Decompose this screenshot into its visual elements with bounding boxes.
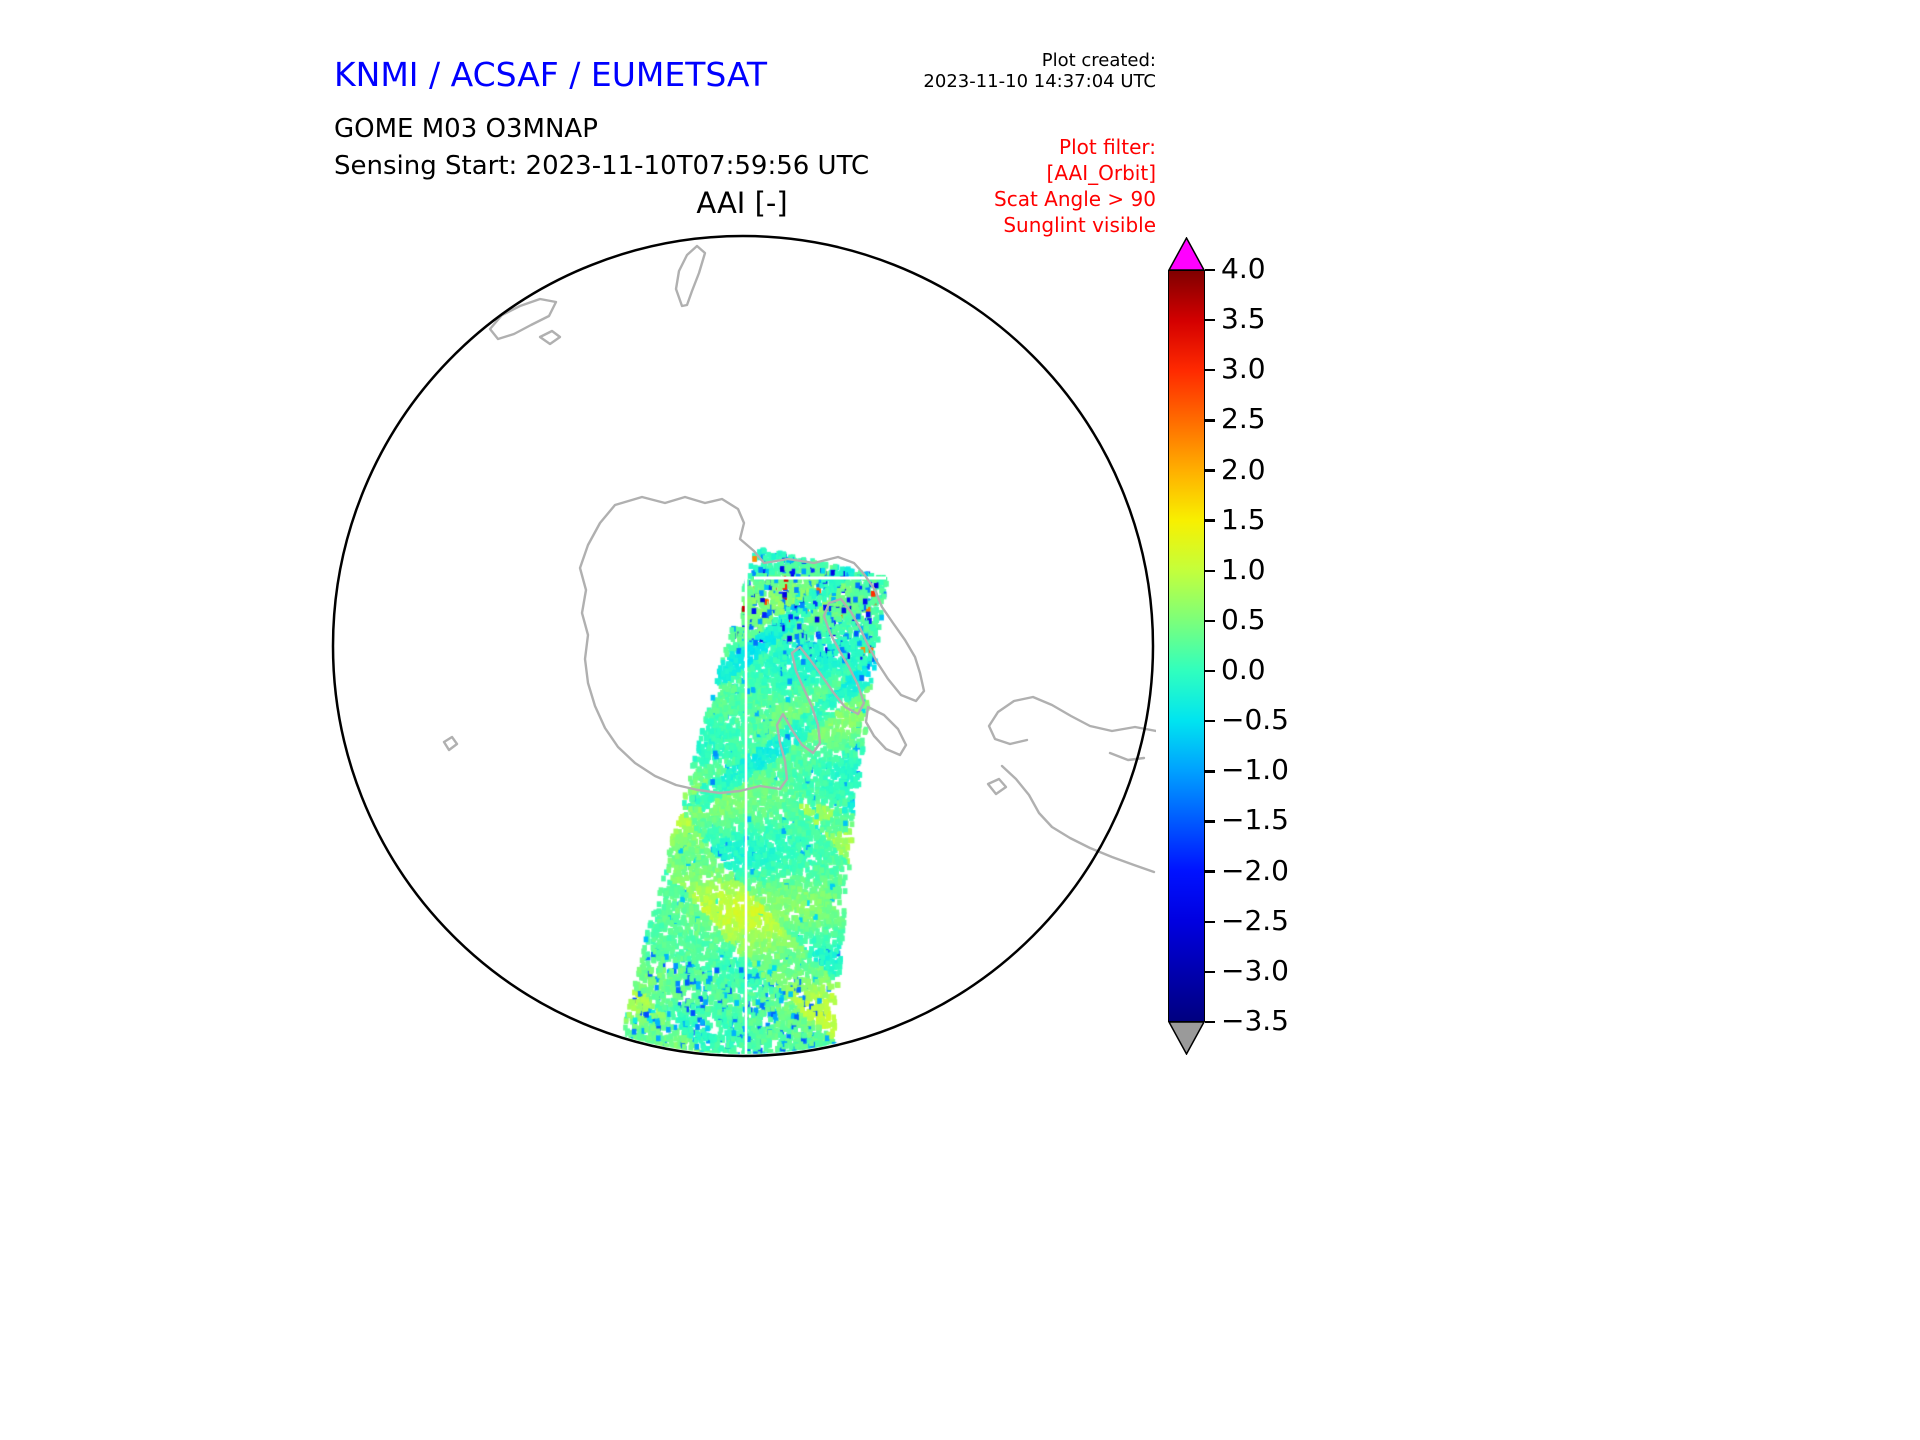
colorbar-tick [1205, 469, 1215, 472]
plot-created-block: Plot created: 2023-11-10 14:37:04 UTC [900, 50, 1156, 92]
plot-filter-block: Plot filter: [AAI_Orbit] Scat Angle > 90… [900, 134, 1156, 238]
colorbar-tick-label: 4.0 [1221, 252, 1266, 286]
colorbar-tick [1205, 419, 1215, 422]
coastline-path [1108, 751, 1146, 762]
coastline-path [442, 735, 459, 752]
colorbar-tick-label: −2.0 [1221, 853, 1289, 887]
colorbar-tick-label: −2.5 [1221, 903, 1289, 937]
colorbar-tick [1205, 519, 1215, 522]
colorbar-under-arrow [1168, 1022, 1205, 1055]
colorbar-tick-label: 3.0 [1221, 352, 1266, 386]
colorbar-tick-label: −1.0 [1221, 753, 1289, 787]
colorbar-tick-label: −3.5 [1221, 1004, 1289, 1038]
colorbar-tick-label: −3.0 [1221, 954, 1289, 988]
coastline-path [488, 297, 558, 341]
colorbar-tick-label: 1.5 [1221, 502, 1266, 536]
colorbar-over-arrow [1168, 237, 1205, 270]
plot-filter-line: [AAI_Orbit] [1046, 161, 1156, 185]
colorbar-tick [1205, 770, 1215, 773]
colorbar-tick [1205, 569, 1215, 572]
swath-canvas [330, 233, 1156, 1059]
coastline-path [987, 695, 1156, 746]
colorbar-tick-label: 2.0 [1221, 452, 1266, 486]
colorbar-tick-label: 1.0 [1221, 552, 1266, 586]
colorbar-tick [1205, 369, 1215, 372]
colorbar-tick-label: 2.5 [1221, 402, 1266, 436]
colorbar-tick-label: 0.5 [1221, 603, 1266, 637]
map-circle-outline [331, 234, 1155, 1058]
coastline-path [864, 705, 908, 757]
coastline-path [1000, 764, 1156, 874]
colorbar-tick [1205, 720, 1215, 723]
colorbar-tick [1205, 669, 1215, 673]
swath-seam-lines [744, 560, 886, 1054]
colorbar-tick-label: 0.0 [1221, 653, 1266, 687]
instrument-title: GOME M03 O3MNAP [334, 114, 598, 144]
colorbar-tick [1205, 268, 1215, 272]
colorbar-tick-label: −0.5 [1221, 703, 1289, 737]
plot-filter-line: Scat Angle > 90 [994, 187, 1156, 211]
coastline-path [538, 329, 562, 346]
colorbar-tick [1205, 970, 1215, 974]
colorbar-tick [1205, 318, 1215, 322]
map-area [330, 233, 1156, 1059]
coastline-path [578, 495, 926, 795]
sensing-start-line: Sensing Start: 2023-11-10T07:59:56 UTC [334, 151, 870, 181]
plot-created-label: Plot created: [1041, 50, 1156, 71]
coastlines [442, 244, 1156, 874]
map-overlay [331, 234, 1156, 1058]
plot-title: AAI [-] [696, 186, 788, 220]
colorbar-tick-label: 3.5 [1221, 302, 1266, 336]
org-title: KNMI / ACSAF / EUMETSAT [334, 55, 768, 94]
colorbar-tick [1205, 619, 1215, 623]
colorbar: 4.0 3.5 3.0 2.5 2.0 1.5 1.0 0.5 0.0 −0.5 −1.0 −1.5 −… [1168, 237, 1388, 1067]
colorbar-gradient [1168, 270, 1205, 1022]
coastline-path [986, 777, 1008, 796]
colorbar-tick [1205, 870, 1215, 873]
colorbar-tick [1205, 1020, 1215, 1024]
colorbar-tick [1205, 920, 1215, 923]
plot-filter-label: Plot filter: [1059, 135, 1156, 159]
colorbar-tick [1205, 820, 1215, 823]
coastline-path [674, 244, 707, 308]
plot-created-time: 2023-11-10 14:37:04 UTC [923, 71, 1156, 92]
colorbar-tick-label: −1.5 [1221, 803, 1289, 837]
